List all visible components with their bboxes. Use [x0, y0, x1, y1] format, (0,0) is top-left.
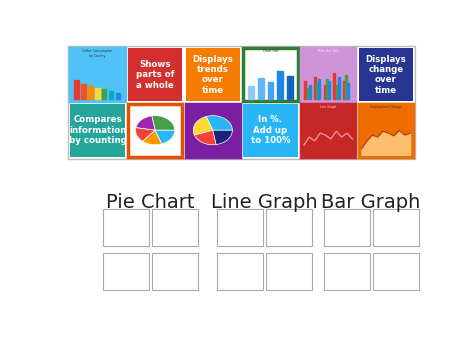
Text: Multi Bar Title: Multi Bar Title — [318, 49, 338, 53]
FancyBboxPatch shape — [301, 48, 356, 102]
FancyBboxPatch shape — [68, 46, 415, 159]
Wedge shape — [136, 116, 155, 130]
Bar — [346, 75, 347, 99]
Bar — [102, 89, 107, 99]
Text: In %.
Add up
to 100%: In %. Add up to 100% — [251, 115, 290, 145]
Text: Line Graph: Line Graph — [211, 193, 318, 212]
Bar — [116, 93, 120, 99]
Text: Shows
parts of
a whole: Shows parts of a whole — [136, 60, 174, 89]
Bar — [287, 76, 293, 99]
Bar — [267, 82, 273, 99]
Wedge shape — [152, 116, 175, 130]
Text: Coffee Consumption
by Country: Coffee Consumption by Country — [82, 49, 113, 58]
Bar — [319, 79, 320, 99]
Text: Compares
information
by counting: Compares information by counting — [69, 115, 127, 145]
Bar — [304, 81, 306, 99]
Text: Displays
trends
over
time: Displays trends over time — [192, 55, 233, 95]
FancyBboxPatch shape — [186, 104, 240, 157]
Wedge shape — [213, 130, 232, 144]
Bar — [109, 92, 113, 99]
Text: Pie Chart: Pie Chart — [107, 193, 195, 212]
Bar — [88, 86, 92, 99]
FancyBboxPatch shape — [186, 48, 240, 102]
Bar — [316, 83, 318, 99]
Bar — [324, 84, 326, 99]
Wedge shape — [194, 130, 216, 145]
Text: Employment Change: Employment Change — [370, 105, 401, 109]
Bar — [81, 84, 86, 99]
Bar — [258, 78, 264, 99]
Wedge shape — [193, 116, 213, 135]
Wedge shape — [206, 116, 232, 130]
FancyBboxPatch shape — [128, 104, 182, 157]
FancyBboxPatch shape — [152, 209, 198, 246]
FancyBboxPatch shape — [373, 209, 419, 246]
FancyBboxPatch shape — [373, 253, 419, 290]
FancyBboxPatch shape — [217, 209, 263, 246]
Bar — [314, 77, 316, 99]
FancyBboxPatch shape — [266, 253, 312, 290]
Bar — [309, 84, 310, 99]
Bar — [248, 86, 254, 99]
Bar — [326, 79, 328, 99]
Bar — [307, 88, 309, 99]
FancyBboxPatch shape — [103, 253, 149, 290]
FancyBboxPatch shape — [217, 253, 263, 290]
FancyBboxPatch shape — [359, 48, 413, 102]
Wedge shape — [143, 130, 162, 145]
Bar — [338, 77, 340, 99]
Text: Bar Graph: Bar Graph — [321, 193, 421, 212]
Bar — [74, 80, 79, 99]
Bar — [334, 73, 336, 99]
FancyBboxPatch shape — [243, 48, 298, 102]
Wedge shape — [136, 128, 155, 141]
Bar — [336, 84, 337, 99]
FancyBboxPatch shape — [324, 209, 370, 246]
FancyBboxPatch shape — [152, 253, 198, 290]
Bar — [347, 83, 349, 99]
Text: Displays
change
over
time: Displays change over time — [365, 55, 406, 95]
FancyBboxPatch shape — [324, 253, 370, 290]
Text: Line Graph: Line Graph — [320, 105, 337, 109]
FancyBboxPatch shape — [128, 48, 182, 102]
Bar — [343, 81, 345, 99]
FancyBboxPatch shape — [301, 104, 356, 157]
Bar — [277, 71, 283, 99]
FancyBboxPatch shape — [70, 104, 125, 157]
Bar — [95, 88, 100, 99]
FancyBboxPatch shape — [266, 209, 312, 246]
Bar — [328, 81, 330, 99]
FancyBboxPatch shape — [359, 104, 413, 157]
FancyBboxPatch shape — [103, 209, 149, 246]
Wedge shape — [155, 130, 175, 144]
Text: Chart Title: Chart Title — [263, 49, 278, 53]
FancyBboxPatch shape — [70, 48, 125, 102]
FancyBboxPatch shape — [243, 104, 298, 157]
